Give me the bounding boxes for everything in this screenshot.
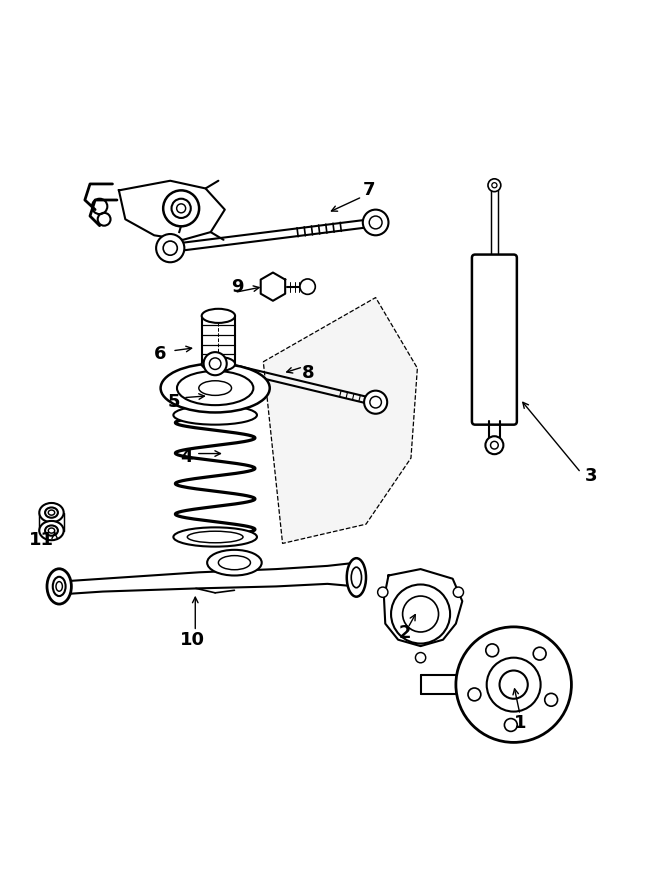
- Circle shape: [172, 199, 191, 218]
- Ellipse shape: [207, 550, 262, 576]
- Text: 5: 5: [167, 393, 179, 411]
- Circle shape: [391, 584, 450, 643]
- Circle shape: [204, 352, 227, 375]
- Circle shape: [504, 718, 517, 732]
- Ellipse shape: [202, 309, 235, 323]
- Circle shape: [364, 390, 387, 414]
- Circle shape: [533, 648, 546, 660]
- Circle shape: [156, 234, 184, 262]
- Circle shape: [163, 191, 199, 227]
- Ellipse shape: [47, 569, 71, 604]
- Polygon shape: [55, 563, 356, 595]
- Text: 11: 11: [29, 531, 54, 550]
- Text: 10: 10: [180, 631, 205, 648]
- Ellipse shape: [53, 577, 66, 596]
- Ellipse shape: [45, 507, 58, 518]
- Circle shape: [369, 216, 382, 229]
- Polygon shape: [263, 298, 417, 543]
- Ellipse shape: [174, 528, 257, 547]
- Circle shape: [300, 279, 315, 294]
- Text: 2: 2: [398, 624, 411, 642]
- Circle shape: [486, 644, 498, 657]
- Text: 9: 9: [231, 277, 244, 296]
- Polygon shape: [119, 181, 225, 240]
- Circle shape: [403, 596, 439, 632]
- Text: 3: 3: [584, 467, 597, 485]
- Circle shape: [485, 437, 504, 454]
- Text: 4: 4: [180, 448, 193, 466]
- Ellipse shape: [39, 521, 64, 540]
- Circle shape: [456, 626, 571, 742]
- Circle shape: [545, 693, 557, 706]
- Circle shape: [378, 587, 388, 598]
- Circle shape: [453, 587, 464, 598]
- Circle shape: [163, 242, 178, 256]
- FancyBboxPatch shape: [472, 255, 517, 424]
- Ellipse shape: [199, 381, 231, 396]
- Circle shape: [415, 653, 426, 662]
- Circle shape: [468, 688, 481, 701]
- Polygon shape: [384, 569, 462, 646]
- Polygon shape: [261, 272, 285, 301]
- Circle shape: [500, 670, 528, 699]
- Text: 7: 7: [363, 181, 375, 200]
- Ellipse shape: [160, 364, 270, 412]
- Circle shape: [487, 658, 540, 711]
- Circle shape: [488, 178, 501, 192]
- Ellipse shape: [45, 526, 58, 536]
- Text: 8: 8: [302, 364, 314, 382]
- Text: 1: 1: [514, 714, 527, 732]
- Ellipse shape: [351, 567, 362, 588]
- Ellipse shape: [174, 405, 257, 424]
- Ellipse shape: [218, 556, 250, 570]
- Ellipse shape: [39, 503, 64, 522]
- Text: 6: 6: [155, 345, 167, 363]
- Ellipse shape: [346, 558, 366, 597]
- Ellipse shape: [202, 357, 235, 371]
- Circle shape: [363, 210, 388, 235]
